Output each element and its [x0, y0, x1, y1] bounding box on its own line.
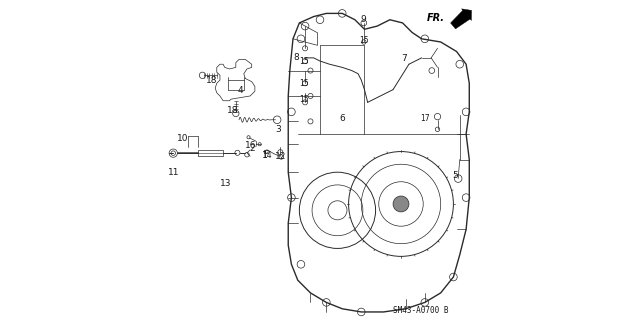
Text: 10: 10	[177, 134, 189, 143]
Text: 15: 15	[300, 95, 309, 104]
Text: 1: 1	[262, 151, 268, 160]
Text: 15: 15	[359, 36, 369, 45]
Text: SM43-A0700 B: SM43-A0700 B	[393, 306, 449, 315]
Text: 6: 6	[339, 114, 345, 123]
Text: 11: 11	[168, 168, 180, 177]
Polygon shape	[461, 9, 472, 20]
Text: 4: 4	[238, 86, 244, 95]
Text: 13: 13	[220, 179, 232, 188]
Text: 15: 15	[300, 56, 309, 65]
Text: 7: 7	[402, 54, 408, 63]
Text: 15: 15	[300, 79, 309, 88]
Text: 2: 2	[250, 144, 255, 153]
Text: 17: 17	[420, 114, 429, 123]
Text: FR.: FR.	[427, 13, 445, 23]
Text: 18: 18	[205, 76, 217, 85]
Text: 18: 18	[227, 106, 238, 115]
Text: 14: 14	[262, 151, 272, 160]
Text: 16: 16	[245, 141, 257, 150]
Text: 5: 5	[452, 171, 458, 180]
Text: 8: 8	[293, 53, 299, 62]
Circle shape	[393, 196, 409, 212]
Polygon shape	[451, 10, 470, 29]
Text: 12: 12	[275, 152, 286, 161]
Text: 3: 3	[275, 125, 281, 134]
Text: 9: 9	[361, 15, 367, 24]
